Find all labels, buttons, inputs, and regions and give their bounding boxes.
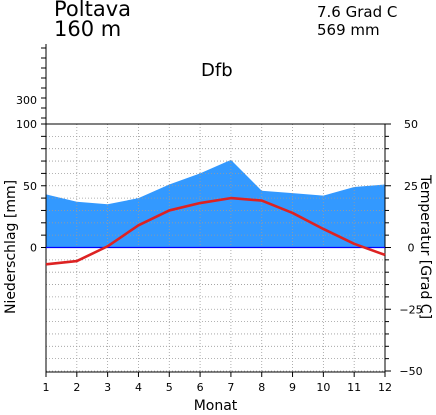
station-elevation: 160 m	[54, 17, 122, 41]
x-tick-label: 1	[43, 381, 50, 394]
mean-temperature: 7.6 Grad C	[317, 3, 398, 21]
left-tick-label: 50	[23, 180, 37, 193]
climate-class: Dfb	[201, 60, 233, 81]
right-tick-label: −50	[399, 365, 422, 378]
x-axis-title: Monat	[194, 398, 238, 414]
temperature-line	[45, 196, 386, 266]
right-axis-title: Temperatur [Grad C]	[417, 174, 433, 319]
x-tick-label: 6	[197, 381, 204, 394]
x-tick-label: 3	[104, 381, 111, 394]
precipitation-area	[46, 159, 385, 248]
x-tick-label: 9	[289, 381, 296, 394]
left-tick-label: 0	[30, 242, 37, 255]
x-tick-label: 10	[316, 381, 330, 394]
annual-precipitation: 569 mm	[317, 21, 380, 39]
x-tick-label: 8	[258, 381, 265, 394]
left-tick-label: 100	[16, 118, 37, 131]
right-tick-label: 25	[404, 180, 418, 193]
x-tick-label: 4	[135, 381, 142, 394]
station-name: Poltava	[54, 0, 131, 21]
x-tick-label: 12	[378, 381, 392, 394]
right-tick-label: −25	[399, 303, 422, 316]
x-tick-label: 5	[166, 381, 173, 394]
left-tick-label: 300	[16, 94, 37, 107]
right-tick-label: 0	[408, 242, 415, 255]
right-tick-label: 50	[404, 118, 418, 131]
x-tick-label: 7	[227, 381, 234, 394]
x-tick-label: 2	[73, 381, 80, 394]
left-axis-title: Niederschlag [mm]	[3, 180, 19, 314]
x-tick-label: 11	[347, 381, 361, 394]
